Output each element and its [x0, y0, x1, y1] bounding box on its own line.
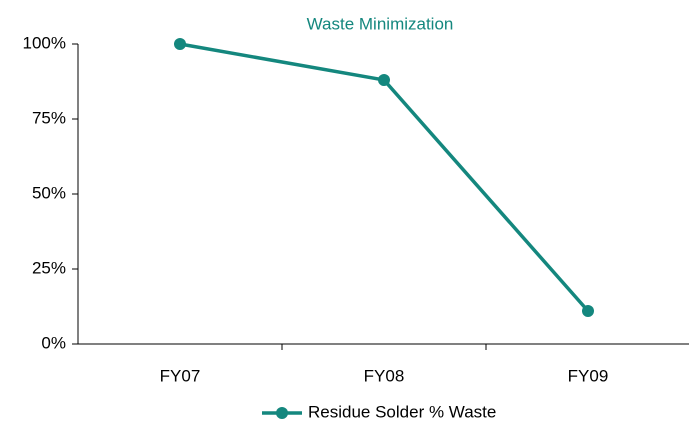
marker	[378, 74, 390, 86]
x-tick-label: FY07	[160, 366, 201, 385]
y-tick-label: 25%	[32, 258, 66, 277]
legend-marker	[276, 407, 288, 419]
x-tick-label: FY08	[364, 366, 405, 385]
x-tick-label: FY09	[568, 366, 609, 385]
y-tick-label: 100%	[23, 33, 66, 52]
legend-label: Residue Solder % Waste	[308, 402, 496, 421]
y-tick-label: 75%	[32, 108, 66, 127]
marker	[582, 305, 594, 317]
y-tick-label: 50%	[32, 183, 66, 202]
chart-title: Waste Minimization	[307, 14, 454, 33]
marker	[174, 38, 186, 50]
y-tick-label: 0%	[41, 333, 66, 352]
